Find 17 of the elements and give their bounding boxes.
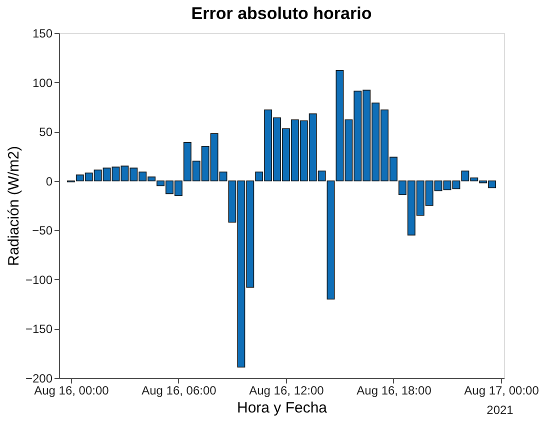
y-tick-label: 150 <box>32 26 53 40</box>
x-tick-label: Aug 17, 00:00 <box>464 384 540 398</box>
y-tick-label: 50 <box>39 125 53 140</box>
y-tick-label: 100 <box>32 76 53 90</box>
y-tick-label: −50 <box>32 224 53 238</box>
x-axis-title: Hora y Fecha <box>236 400 328 416</box>
y-tick-label: −100 <box>25 272 53 287</box>
x-tick-label: Aug 16, 18:00 <box>356 384 432 398</box>
chart-title: Error absoluto horario <box>191 4 372 23</box>
y-tick-label: 0 <box>46 174 53 188</box>
y-axis-title: Radiación (W/m2) <box>5 146 22 266</box>
x-tick-label: Aug 16, 06:00 <box>142 384 217 398</box>
y-tick-label: −200 <box>25 372 53 386</box>
y-tick-label: −150 <box>25 322 53 336</box>
x-tick-label: Aug 16, 12:00 <box>249 384 324 398</box>
text: 2021 <box>486 403 514 417</box>
x-tick-label: Aug 16, 00:00 <box>34 384 110 398</box>
